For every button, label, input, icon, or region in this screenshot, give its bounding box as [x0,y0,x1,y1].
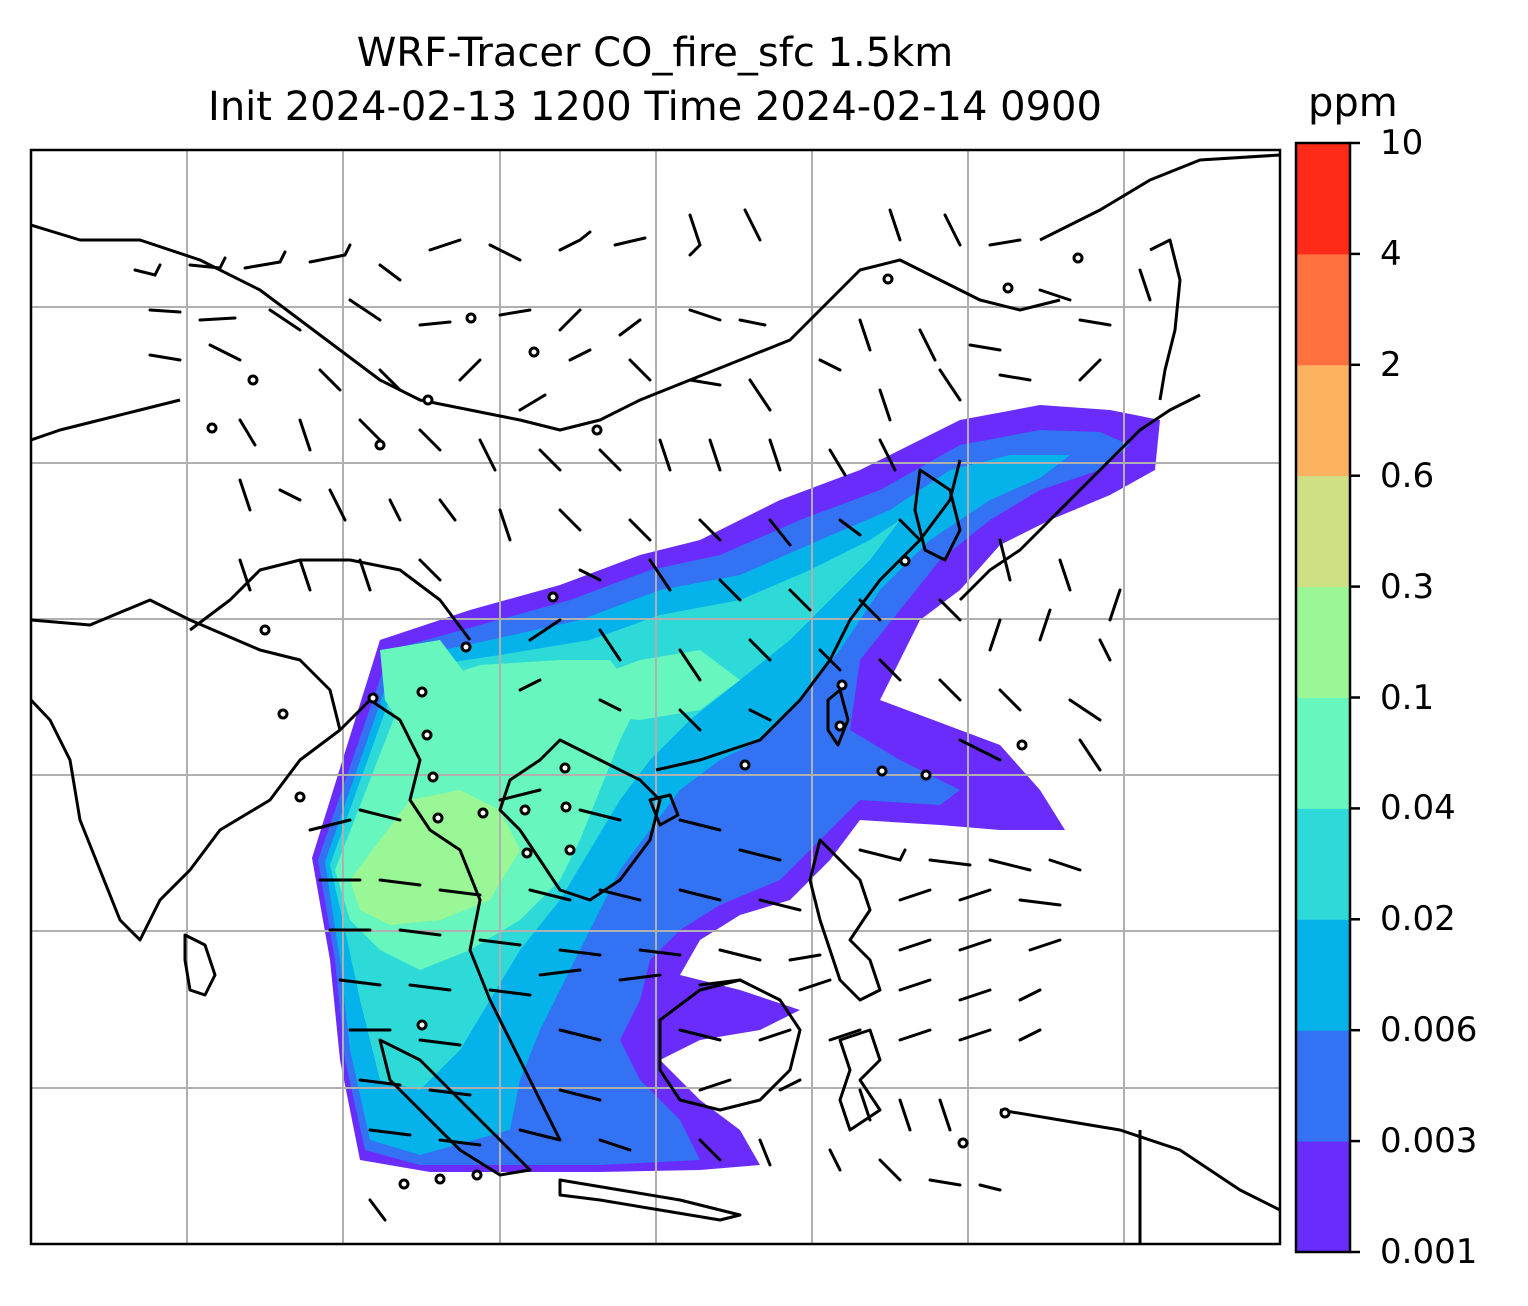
co-fire-concentration-field [312,405,1160,1172]
map-title-line1: WRF-Tracer CO_fire_sfc 1.5km [356,30,954,76]
map-plot-area [31,150,1280,1244]
border-himalaya [189,558,472,641]
coast-china-south [655,459,962,772]
coast-indochina [498,738,662,902]
colorbar-tick-label: 2 [1380,344,1402,385]
island-taiwan [826,688,850,747]
coast-korea [913,468,962,562]
coast-bay-of-bengal-east [338,698,562,1141]
coast-philippines [808,838,882,1002]
colorbar-tick-label: 0.006 [1380,1010,1478,1051]
colorbar-band-7 [1296,364,1350,477]
coast-sakhalin [1149,238,1182,401]
colorbar-tick-label: 0.6 [1380,455,1435,496]
border-china-mongolia [31,223,1061,432]
colorbar-tick-marks [1350,141,1360,1254]
coast-japan [958,393,1201,602]
colorbar-band-6 [1296,475,1350,588]
colorbar-band-2 [1296,919,1350,1031]
colorbar-band-8 [1296,253,1350,366]
colorbar [1296,143,1350,1253]
calm-wind-markers [206,252,1084,1190]
colorbar-band-1 [1296,1030,1350,1142]
map-axes-frame [29,148,1282,1246]
coast-new-guinea [999,1108,1280,1212]
coast-java [558,1178,742,1222]
coast-india [31,598,342,942]
colorbar-tick-label: 0.04 [1380,788,1456,829]
coast-sulawesi [838,1028,882,1132]
coast-sumatra [378,1038,532,1177]
border-western [31,398,181,442]
colorbar-tick-label: 0.02 [1380,899,1456,940]
island-hainan [648,793,680,827]
island-sri-lanka [183,933,217,997]
colorbar-band-9 [1296,143,1350,255]
colorbar-tick-label: 0.3 [1380,566,1435,607]
coast-russia-east [1039,153,1280,242]
colorbar-tick-label: 0.001 [1380,1232,1478,1272]
colorbar-band-5 [1296,586,1350,698]
plume-level-0.006 [325,455,1070,1155]
colorbar-tick-label: 0.1 [1380,677,1435,718]
map-gridlines [31,150,1280,1244]
colorbar-tick-label: 10 [1380,123,1424,163]
colorbar-tick-label: 0.003 [1380,1121,1478,1162]
colorbar-band-3 [1296,808,1350,920]
colorbar-band-0 [1296,1141,1350,1253]
map-title-line2: Init 2024-02-13 1200 Time 2024-02-14 090… [208,84,1102,130]
colorbar-tick-label: 4 [1380,233,1402,274]
colorbar-unit-label: ppm [1308,80,1398,126]
coast-borneo [658,978,802,1112]
coastlines [31,153,1280,1244]
wind-barbs [133,208,1152,1222]
colorbar-band-4 [1296,697,1350,809]
